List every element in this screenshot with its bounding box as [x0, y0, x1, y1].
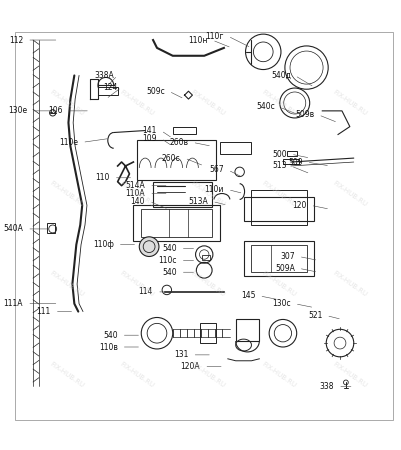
Text: 509A: 509A [275, 264, 295, 273]
Text: 111: 111 [36, 307, 51, 316]
Text: 109: 109 [142, 134, 157, 143]
Text: FIX-HUB.RU: FIX-HUB.RU [190, 89, 226, 117]
Text: 110A: 110A [126, 189, 145, 198]
Text: 110н: 110н [188, 36, 208, 45]
Text: 540A: 540A [3, 225, 23, 234]
Text: 514A: 514A [126, 181, 145, 190]
Text: 145: 145 [241, 291, 255, 300]
Bar [251, 245, 306, 272]
Text: 110ф: 110ф [93, 240, 114, 249]
Text: 110е: 110е [59, 138, 78, 147]
Text: 131: 131 [174, 351, 188, 360]
Text: 140: 140 [131, 197, 145, 206]
Text: FIX-HUB.RU: FIX-HUB.RU [49, 270, 85, 298]
Text: FIX-HUB.RU: FIX-HUB.RU [49, 360, 85, 388]
Text: 124: 124 [103, 83, 117, 92]
Text: 110с: 110с [158, 256, 177, 265]
Text: 260с: 260с [162, 153, 180, 162]
Bar [137, 140, 216, 180]
Bar [287, 151, 297, 156]
Bar [173, 126, 196, 135]
Text: 567: 567 [209, 166, 224, 175]
Bar [243, 241, 314, 276]
Text: 260в: 260в [170, 138, 188, 147]
Text: 509: 509 [288, 158, 303, 166]
Text: 120A: 120A [181, 362, 200, 371]
Circle shape [139, 237, 159, 256]
Text: 521: 521 [308, 311, 322, 320]
Text: 110в: 110в [99, 342, 117, 351]
Text: FIX-HUB.RU: FIX-HUB.RU [119, 89, 156, 117]
Text: FIX-HUB.RU: FIX-HUB.RU [332, 360, 368, 388]
Text: 540с: 540с [256, 103, 275, 112]
Text: 540: 540 [162, 268, 177, 277]
Text: FIX-HUB.RU: FIX-HUB.RU [49, 89, 85, 117]
Text: FIX-HUB.RU: FIX-HUB.RU [49, 180, 85, 207]
Text: FIX-HUB.RU: FIX-HUB.RU [119, 360, 156, 388]
Bar [283, 159, 299, 164]
Text: 540: 540 [103, 331, 117, 340]
Text: FIX-HUB.RU: FIX-HUB.RU [119, 180, 156, 207]
Text: 513A: 513A [188, 197, 208, 206]
Text: 509с: 509с [146, 87, 165, 96]
Text: FIX-HUB.RU: FIX-HUB.RU [261, 180, 297, 207]
Text: 112: 112 [9, 36, 23, 45]
Bar [153, 182, 212, 207]
Text: 509в: 509в [295, 110, 314, 119]
Text: FIX-HUB.RU: FIX-HUB.RU [332, 180, 368, 207]
Text: 110и: 110и [205, 185, 224, 194]
Text: 111A: 111A [4, 299, 23, 308]
Text: FIX-HUB.RU: FIX-HUB.RU [332, 89, 368, 117]
Bar [243, 198, 314, 221]
Text: 110г: 110г [205, 32, 224, 40]
Text: 513: 513 [272, 162, 287, 171]
Bar [202, 255, 210, 261]
Text: FIX-HUB.RU: FIX-HUB.RU [190, 270, 226, 298]
Text: 540д: 540д [271, 71, 291, 80]
Text: 338A: 338A [94, 71, 114, 80]
Text: 307: 307 [280, 252, 295, 261]
Text: 120: 120 [292, 201, 306, 210]
Text: FIX-HUB.RU: FIX-HUB.RU [261, 360, 297, 388]
Bar [134, 205, 220, 241]
Text: 500: 500 [272, 150, 287, 159]
Bar [141, 209, 212, 237]
Text: FIX-HUB.RU: FIX-HUB.RU [190, 180, 226, 207]
Text: 338: 338 [320, 382, 334, 391]
Text: FIX-HUB.RU: FIX-HUB.RU [332, 270, 368, 298]
Text: 540: 540 [162, 244, 177, 253]
Text: 130с: 130с [272, 299, 291, 308]
Text: 106: 106 [48, 106, 63, 115]
Text: 141: 141 [143, 126, 157, 135]
Text: FIX-HUB.RU: FIX-HUB.RU [261, 89, 297, 117]
Bar [47, 223, 55, 233]
Text: 114: 114 [139, 288, 153, 297]
Bar [200, 324, 216, 343]
Bar [236, 320, 259, 341]
Text: 110: 110 [95, 173, 110, 182]
Text: 130е: 130е [8, 106, 27, 115]
Bar [220, 142, 251, 154]
Bar [98, 87, 117, 95]
Text: FIX-HUB.RU: FIX-HUB.RU [119, 270, 156, 298]
Text: FIX-HUB.RU: FIX-HUB.RU [190, 360, 226, 388]
Text: FIX-HUB.RU: FIX-HUB.RU [261, 270, 297, 298]
Bar [251, 189, 306, 225]
